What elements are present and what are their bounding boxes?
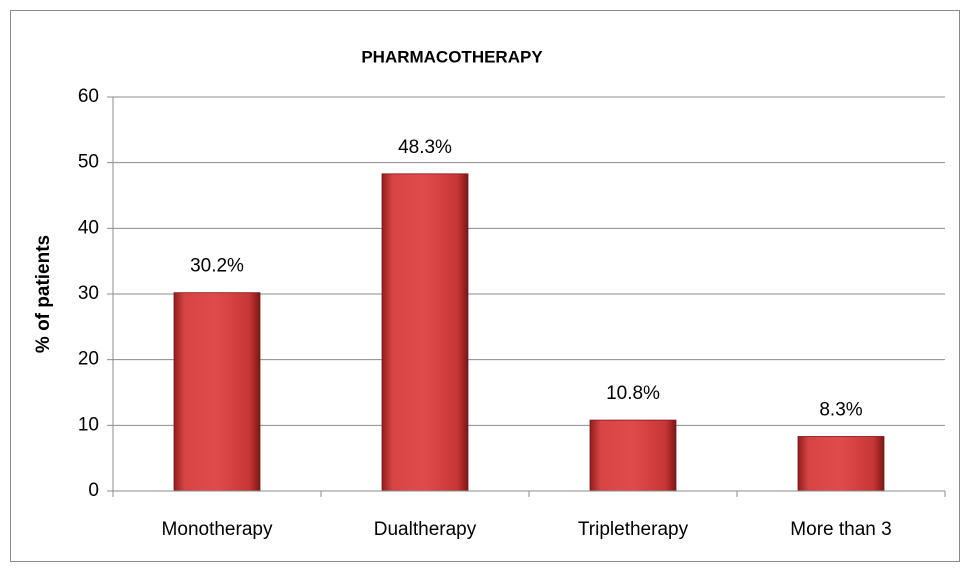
value-label: 8.3% xyxy=(819,400,862,421)
chart-title: PHARMACOTHERAPY xyxy=(361,47,543,66)
y-tick-label: 20 xyxy=(78,349,99,370)
bar xyxy=(797,436,885,492)
y-tick-label: 0 xyxy=(88,480,99,501)
y-tick-label: 50 xyxy=(78,152,99,173)
x-tick-label: More than 3 xyxy=(790,519,891,540)
bar xyxy=(173,292,261,492)
y-axis-label: % of patients xyxy=(33,235,54,353)
value-label: 30.2% xyxy=(190,256,244,277)
y-tick-label: 10 xyxy=(78,414,99,435)
value-label: 48.3% xyxy=(398,137,452,158)
value-label: 10.8% xyxy=(606,383,660,404)
x-tick-label: Monotherapy xyxy=(162,519,273,540)
bar xyxy=(589,419,677,492)
x-tick-label: Tripletherapy xyxy=(578,519,689,540)
bar xyxy=(381,173,469,492)
y-tick-label: 30 xyxy=(78,283,99,304)
y-tick-label: 60 xyxy=(78,86,99,107)
x-tick-label: Dualtherapy xyxy=(374,519,477,540)
y-tick-label: 40 xyxy=(78,217,99,238)
